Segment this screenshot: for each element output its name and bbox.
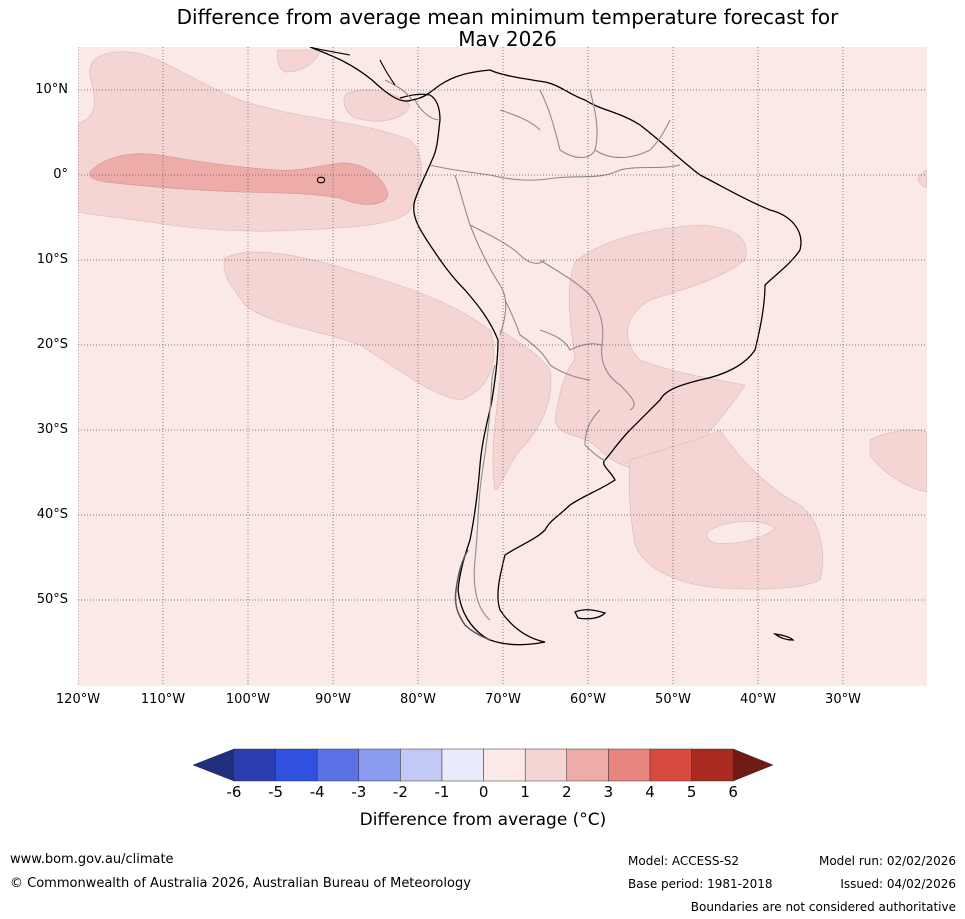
colorbar-swatch-2 bbox=[275, 748, 318, 782]
copyright-text: © Commonwealth of Australia 2026, Austra… bbox=[10, 876, 471, 891]
colorbar-tick-label: -4 bbox=[309, 783, 325, 801]
colorbar-tick-label: -2 bbox=[392, 783, 408, 801]
colorbar-swatch-9 bbox=[566, 748, 609, 782]
base-period-text: Base period: 1981-2018 bbox=[628, 877, 773, 891]
anomaly-region-1-2-south-pacific bbox=[223, 251, 494, 401]
country-borders bbox=[384, 79, 681, 621]
south-georgia bbox=[772, 633, 795, 641]
colorbar-tick-label: 4 bbox=[645, 783, 655, 801]
lon-label-60w: 60°W bbox=[570, 692, 606, 707]
chart-title-line1: Difference from average mean minimum tem… bbox=[176, 5, 839, 29]
south-america-coastline bbox=[309, 47, 802, 646]
model-run-text: Model run: 02/02/2026 bbox=[818, 854, 956, 868]
chart-title-line2: May 2026 bbox=[458, 27, 557, 51]
lon-label-110w: 110°W bbox=[140, 692, 186, 707]
model-text: Model: ACCESS-S2 bbox=[628, 854, 740, 868]
colorbar-tick-label: 3 bbox=[603, 783, 614, 801]
colorbar-swatch-3 bbox=[316, 748, 360, 782]
disclaimer-text: Boundaries are not considered authoritat… bbox=[690, 900, 956, 914]
colorbar-tick-label: -5 bbox=[268, 783, 284, 801]
chile-archipelago bbox=[454, 549, 491, 641]
anomaly-region-1-2-brazil bbox=[554, 224, 747, 473]
lat-label-10s: 10°S bbox=[36, 252, 68, 267]
lon-label-40w: 40°W bbox=[740, 692, 776, 707]
anomaly-region-1-2-north-pacific bbox=[276, 49, 321, 73]
colorbar-swatch-12 bbox=[691, 748, 734, 782]
lon-label-80w: 80°W bbox=[400, 692, 436, 707]
colorbar-label: Difference from average (°C) bbox=[359, 810, 607, 830]
colorbar-tick-label: -3 bbox=[351, 783, 367, 801]
colorbar-swatch-7 bbox=[483, 748, 526, 782]
website-link[interactable]: www.bom.gov.au/climate bbox=[10, 852, 174, 867]
colorbar-swatch-1 bbox=[233, 748, 276, 782]
colorbar-tick-label: 5 bbox=[686, 783, 697, 801]
colorbar-extend-high bbox=[732, 748, 774, 782]
colorbar-extend-low bbox=[192, 748, 235, 782]
anomaly-region-1-2-argentina bbox=[492, 329, 552, 491]
colorbar-swatch-11 bbox=[649, 748, 692, 782]
central-america-coastline bbox=[309, 47, 396, 86]
colorbar-tick-label: 1 bbox=[520, 783, 530, 801]
colorbar-tick-label: -6 bbox=[226, 783, 242, 801]
anomaly-region-0-1-hole-south-atlantic bbox=[706, 521, 776, 544]
lon-label-70w: 70°W bbox=[485, 692, 521, 707]
colorbar-tick-label: -1 bbox=[434, 783, 450, 801]
lon-label-90w: 90°W bbox=[315, 692, 351, 707]
colorbar-swatch-6 bbox=[441, 748, 484, 782]
lat-label-0: 0° bbox=[53, 167, 68, 182]
lon-label-30w: 30°W bbox=[825, 692, 861, 707]
lon-label-100w: 100°W bbox=[225, 692, 271, 707]
graticule bbox=[78, 47, 927, 686]
colorbar-swatch-5 bbox=[400, 748, 443, 782]
anomaly-region-1-2-east-equator bbox=[917, 169, 927, 189]
colorbar-swatch-4 bbox=[358, 748, 401, 782]
lat-label-50s: 50°S bbox=[36, 592, 68, 607]
colorbar-swatch-10 bbox=[608, 748, 651, 782]
lat-label-20s: 20°S bbox=[36, 337, 68, 352]
issued-text: Issued: 04/02/2026 bbox=[840, 877, 956, 891]
lat-label-30s: 30°S bbox=[36, 422, 68, 437]
galapagos-islands bbox=[316, 176, 326, 184]
falkland-islands bbox=[574, 609, 607, 620]
lon-label-50w: 50°W bbox=[655, 692, 691, 707]
anomaly-region-2-3-equatorial-pacific bbox=[89, 153, 389, 205]
colorbar-tick-label: 6 bbox=[728, 783, 738, 801]
anomaly-region-1-2-east-atlantic bbox=[869, 429, 927, 493]
colorbar-tick-label: 2 bbox=[562, 783, 572, 801]
coastlines bbox=[309, 47, 802, 646]
lat-label-40s: 40°S bbox=[36, 507, 68, 522]
colorbar-swatch-8 bbox=[524, 748, 568, 782]
colorbar-tick-label: 0 bbox=[478, 783, 489, 801]
lat-label-10n: 10°N bbox=[35, 82, 68, 97]
lon-label-120w: 120°W bbox=[55, 692, 101, 707]
